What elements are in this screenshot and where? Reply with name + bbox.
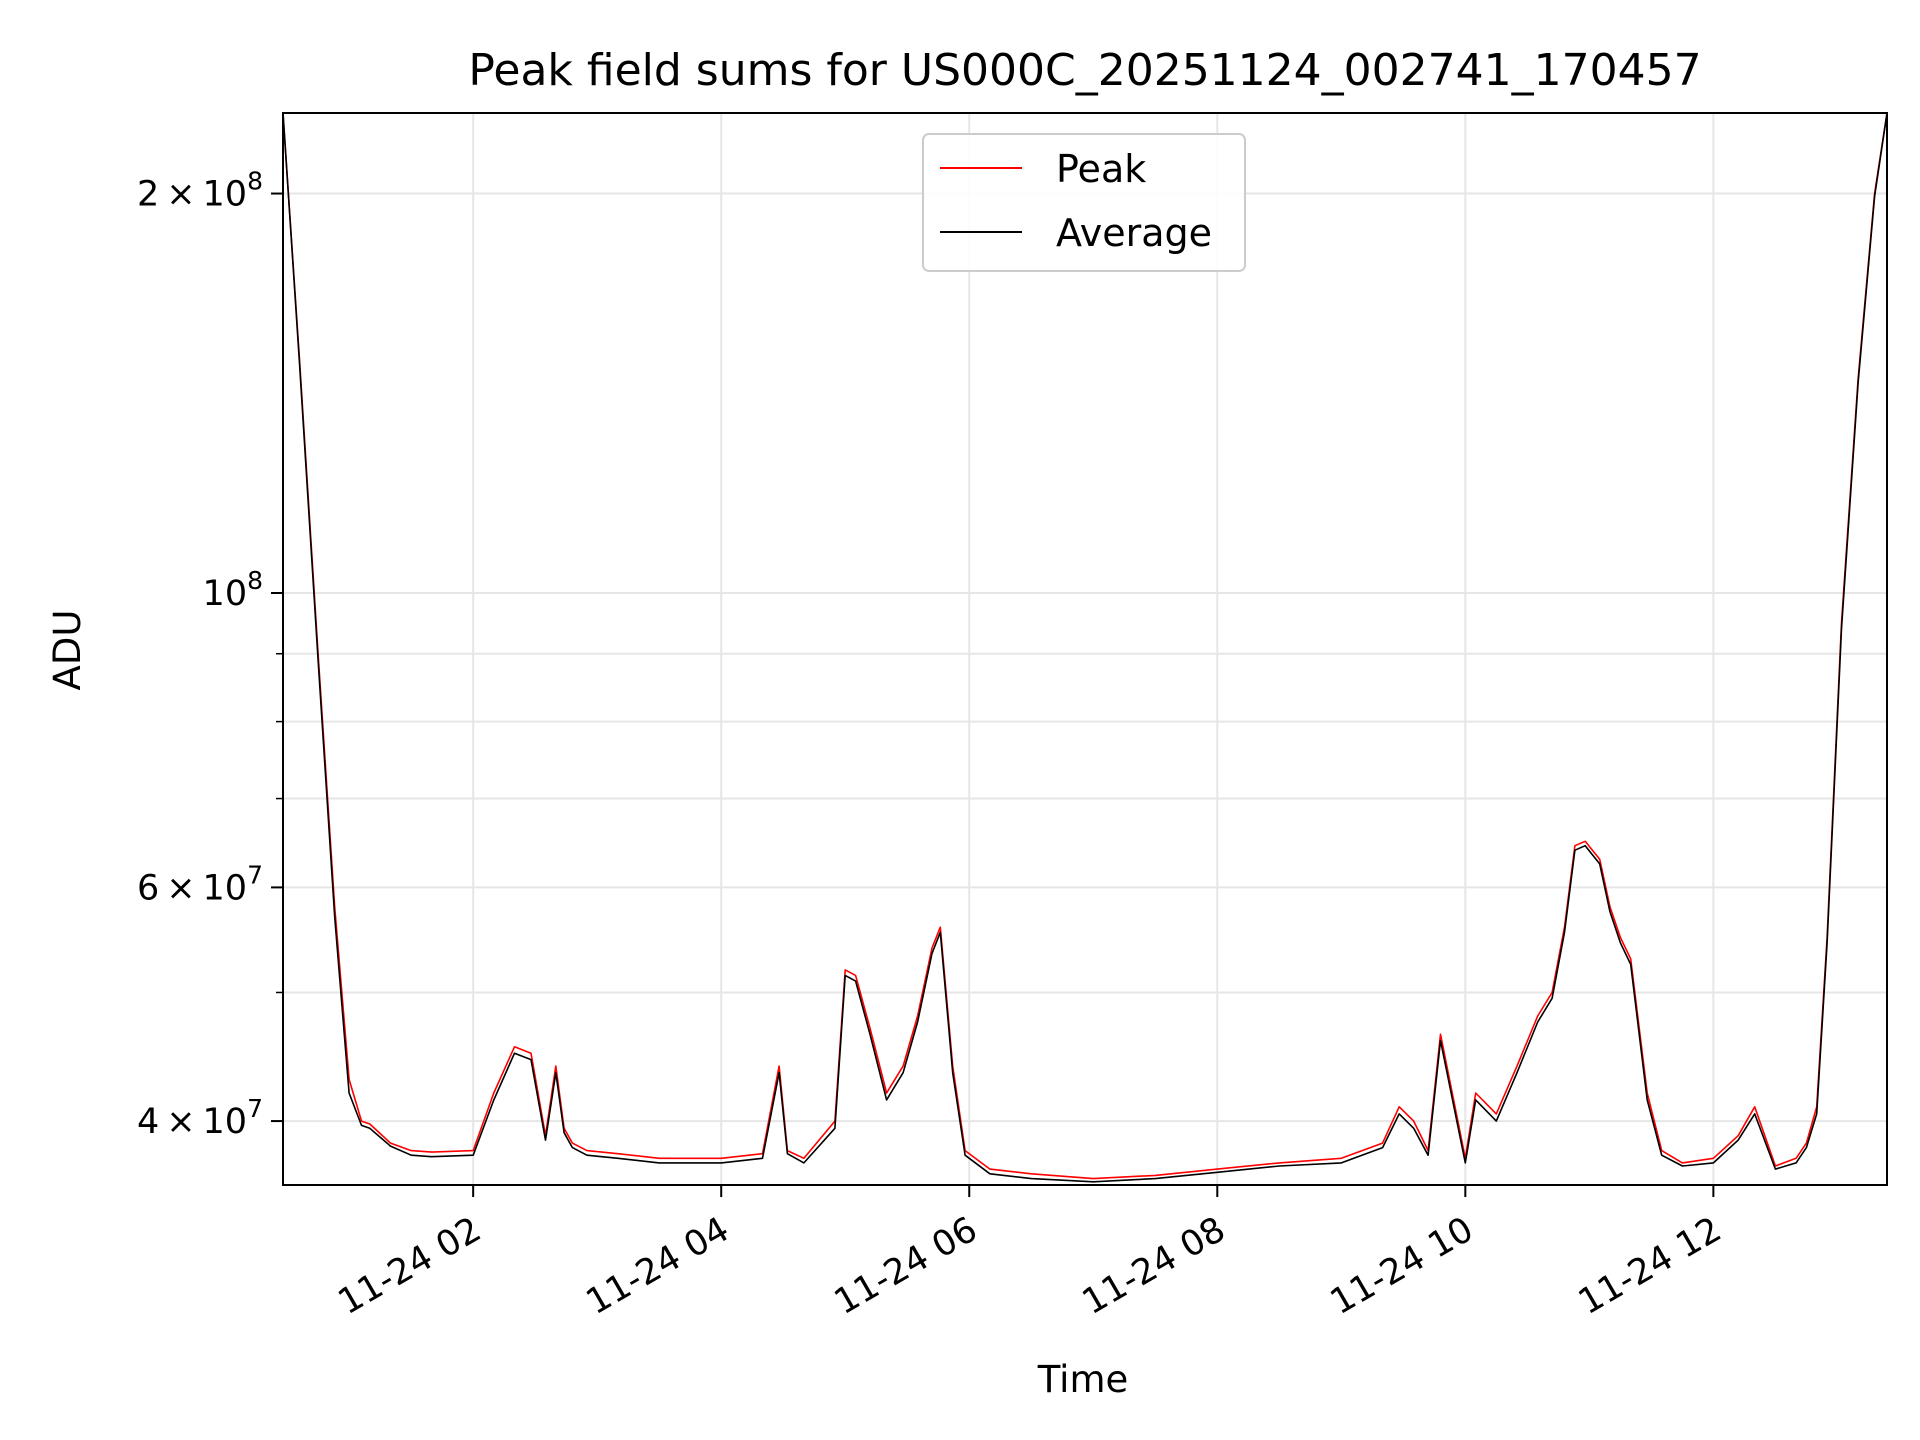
legend-label-average: Average <box>1056 211 1212 255</box>
y-tick-label: 4 × 107 <box>137 1094 263 1142</box>
legend: Peak Average <box>922 133 1246 272</box>
y-axis-label: ADU <box>46 610 89 691</box>
legend-label-peak: Peak <box>1056 147 1146 191</box>
x-axis-label: Time <box>1037 1358 1129 1401</box>
chart-title: Peak field sums for US000C_20251124_0027… <box>468 45 1701 96</box>
y-axis: 4 × 107 6 × 107 108 2 × 108 <box>137 167 283 1142</box>
plot-frame <box>282 112 1888 1186</box>
series-layer <box>283 113 1887 1183</box>
y-tick-label: 108 <box>203 566 263 614</box>
series-line-average <box>283 113 1887 1183</box>
y-tick-label: 2 × 108 <box>137 167 263 215</box>
series-line-peak <box>283 113 1887 1180</box>
y-tick-label: 6 × 107 <box>137 860 263 908</box>
